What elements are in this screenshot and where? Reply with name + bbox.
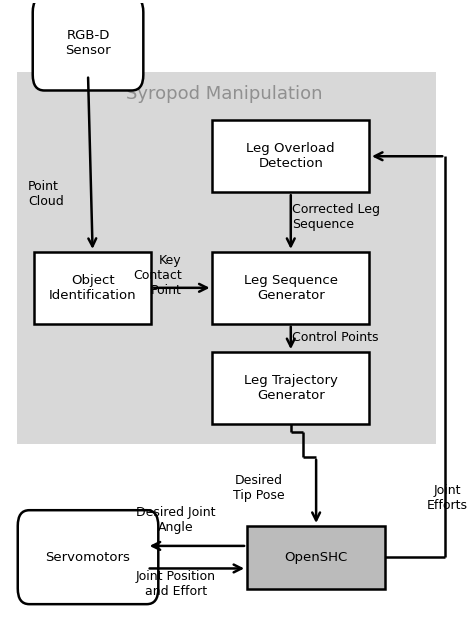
Text: Servomotors: Servomotors — [46, 550, 130, 564]
Text: Syropod Manipulation: Syropod Manipulation — [126, 85, 322, 102]
FancyBboxPatch shape — [212, 120, 369, 192]
FancyBboxPatch shape — [18, 510, 158, 604]
Text: Joint
Efforts: Joint Efforts — [427, 483, 468, 512]
Text: RGB-D
Sensor: RGB-D Sensor — [65, 30, 111, 58]
Text: Object
Identification: Object Identification — [49, 274, 137, 302]
FancyBboxPatch shape — [212, 352, 369, 424]
FancyBboxPatch shape — [17, 71, 436, 444]
FancyBboxPatch shape — [33, 0, 143, 90]
Text: Leg Overload
Detection: Leg Overload Detection — [246, 142, 335, 170]
FancyBboxPatch shape — [34, 252, 151, 324]
Text: Control Points: Control Points — [292, 331, 379, 344]
Text: Leg Trajectory
Generator: Leg Trajectory Generator — [244, 374, 337, 402]
Text: Point
Cloud: Point Cloud — [28, 180, 64, 208]
Text: Desired Joint
Angle: Desired Joint Angle — [136, 506, 215, 533]
Text: Desired
Tip Pose: Desired Tip Pose — [233, 474, 284, 502]
Text: OpenSHC: OpenSHC — [284, 550, 348, 564]
FancyBboxPatch shape — [212, 252, 369, 324]
Text: Leg Sequence
Generator: Leg Sequence Generator — [244, 274, 338, 302]
FancyBboxPatch shape — [247, 526, 385, 588]
Text: Corrected Leg
Sequence: Corrected Leg Sequence — [292, 203, 380, 231]
Text: Joint Position
and Effort: Joint Position and Effort — [136, 570, 216, 598]
Text: Key
Contact
Point: Key Contact Point — [133, 254, 182, 297]
